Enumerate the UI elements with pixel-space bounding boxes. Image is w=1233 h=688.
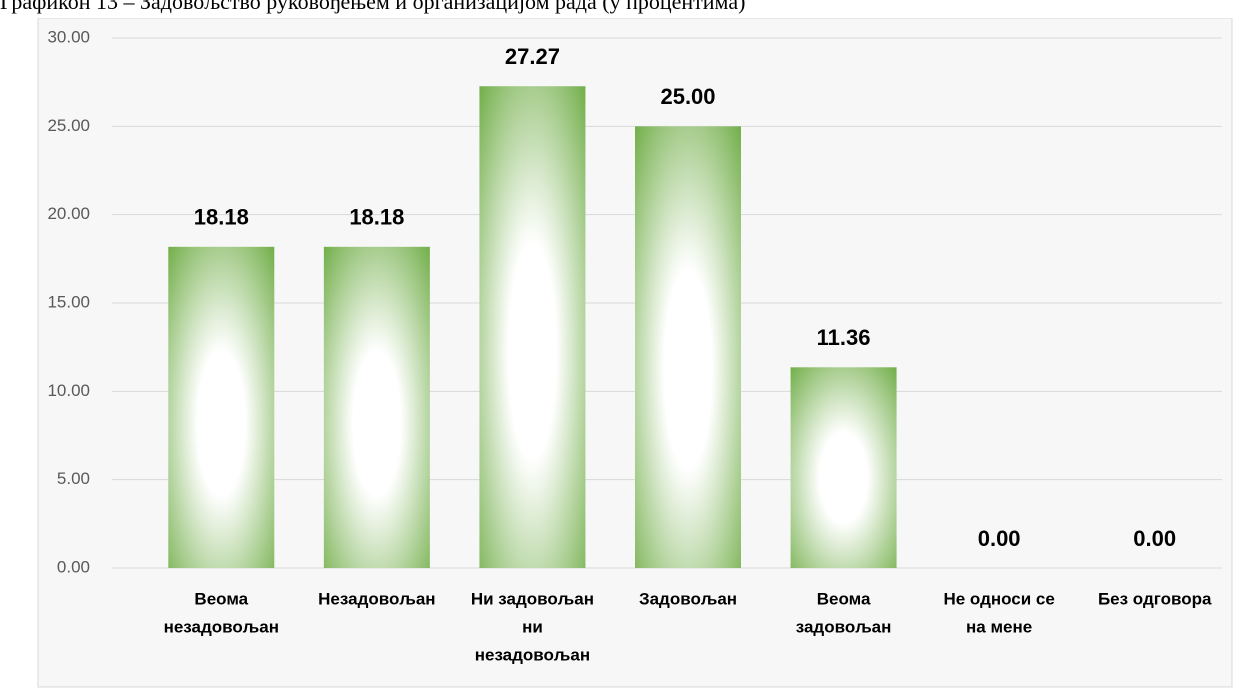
x-tick-label: незадовољан	[475, 645, 590, 664]
x-tick-label: на мене	[966, 617, 1032, 636]
y-tick-label: 10.00	[47, 381, 90, 400]
x-tick-label: Веома	[817, 589, 871, 608]
x-tick-label: Незадовољан	[318, 589, 435, 608]
data-label: 11.36	[817, 325, 871, 350]
x-tick-label: Ни задовољан	[471, 589, 594, 608]
data-label: 18.18	[349, 205, 404, 230]
data-label: 27.27	[505, 44, 560, 69]
y-tick-label: 25.00	[47, 116, 90, 135]
y-tick-label: 5.00	[57, 469, 90, 488]
x-tick-label: ни	[522, 617, 543, 636]
x-tick-label: Не односи се	[943, 589, 1054, 608]
x-tick-label: незадовољан	[164, 617, 279, 636]
data-label: 0.00	[978, 526, 1021, 551]
data-label: 0.00	[1133, 526, 1176, 551]
x-tick-label: Задовољан	[639, 589, 737, 608]
data-label: 18.18	[194, 205, 249, 230]
x-tick-label: задовољан	[796, 617, 892, 636]
bar	[168, 246, 275, 568]
title-band	[0, 0, 1233, 18]
bar	[323, 246, 430, 568]
bar	[479, 86, 586, 568]
x-tick-label: Веома	[194, 589, 248, 608]
bar	[635, 126, 741, 568]
bar	[790, 367, 897, 568]
chart-title: Графикон 13 – Задовољство руковођењем и …	[0, 0, 745, 14]
y-tick-label: 30.00	[47, 27, 90, 46]
x-tick-label: Без одговора	[1098, 589, 1212, 608]
data-label: 25.00	[660, 84, 715, 109]
y-tick-label: 20.00	[47, 204, 90, 223]
y-tick-label: 0.00	[57, 557, 90, 576]
y-tick-label: 15.00	[47, 292, 90, 311]
